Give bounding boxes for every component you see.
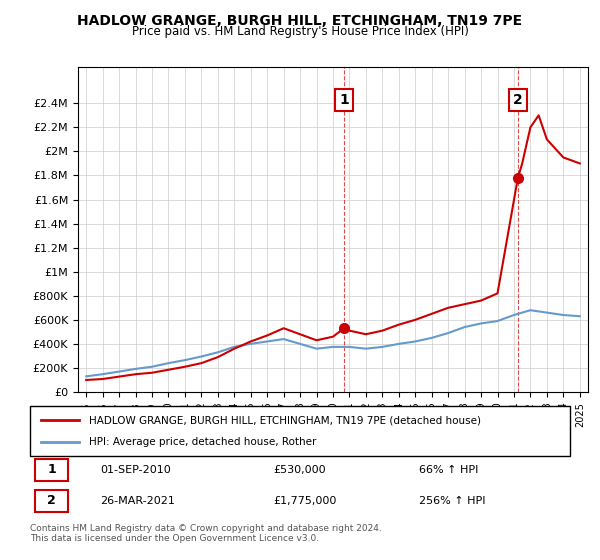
Text: 01-SEP-2010: 01-SEP-2010 [100, 465, 171, 475]
Text: 66% ↑ HPI: 66% ↑ HPI [419, 465, 478, 475]
Text: 1: 1 [47, 464, 56, 477]
Text: £530,000: £530,000 [273, 465, 326, 475]
Text: £1,775,000: £1,775,000 [273, 496, 337, 506]
FancyBboxPatch shape [35, 459, 68, 481]
Text: 2: 2 [513, 93, 523, 106]
FancyBboxPatch shape [35, 489, 68, 512]
Text: HADLOW GRANGE, BURGH HILL, ETCHINGHAM, TN19 7PE: HADLOW GRANGE, BURGH HILL, ETCHINGHAM, T… [77, 14, 523, 28]
Text: 26-MAR-2021: 26-MAR-2021 [100, 496, 175, 506]
Text: 1: 1 [339, 93, 349, 106]
Text: 256% ↑ HPI: 256% ↑ HPI [419, 496, 485, 506]
Text: HADLOW GRANGE, BURGH HILL, ETCHINGHAM, TN19 7PE (detached house): HADLOW GRANGE, BURGH HILL, ETCHINGHAM, T… [89, 415, 481, 425]
FancyBboxPatch shape [30, 406, 570, 456]
Text: 2: 2 [47, 494, 56, 507]
Text: Contains HM Land Registry data © Crown copyright and database right 2024.
This d: Contains HM Land Registry data © Crown c… [30, 524, 382, 543]
Text: HPI: Average price, detached house, Rother: HPI: Average price, detached house, Roth… [89, 437, 317, 447]
Text: Price paid vs. HM Land Registry's House Price Index (HPI): Price paid vs. HM Land Registry's House … [131, 25, 469, 38]
